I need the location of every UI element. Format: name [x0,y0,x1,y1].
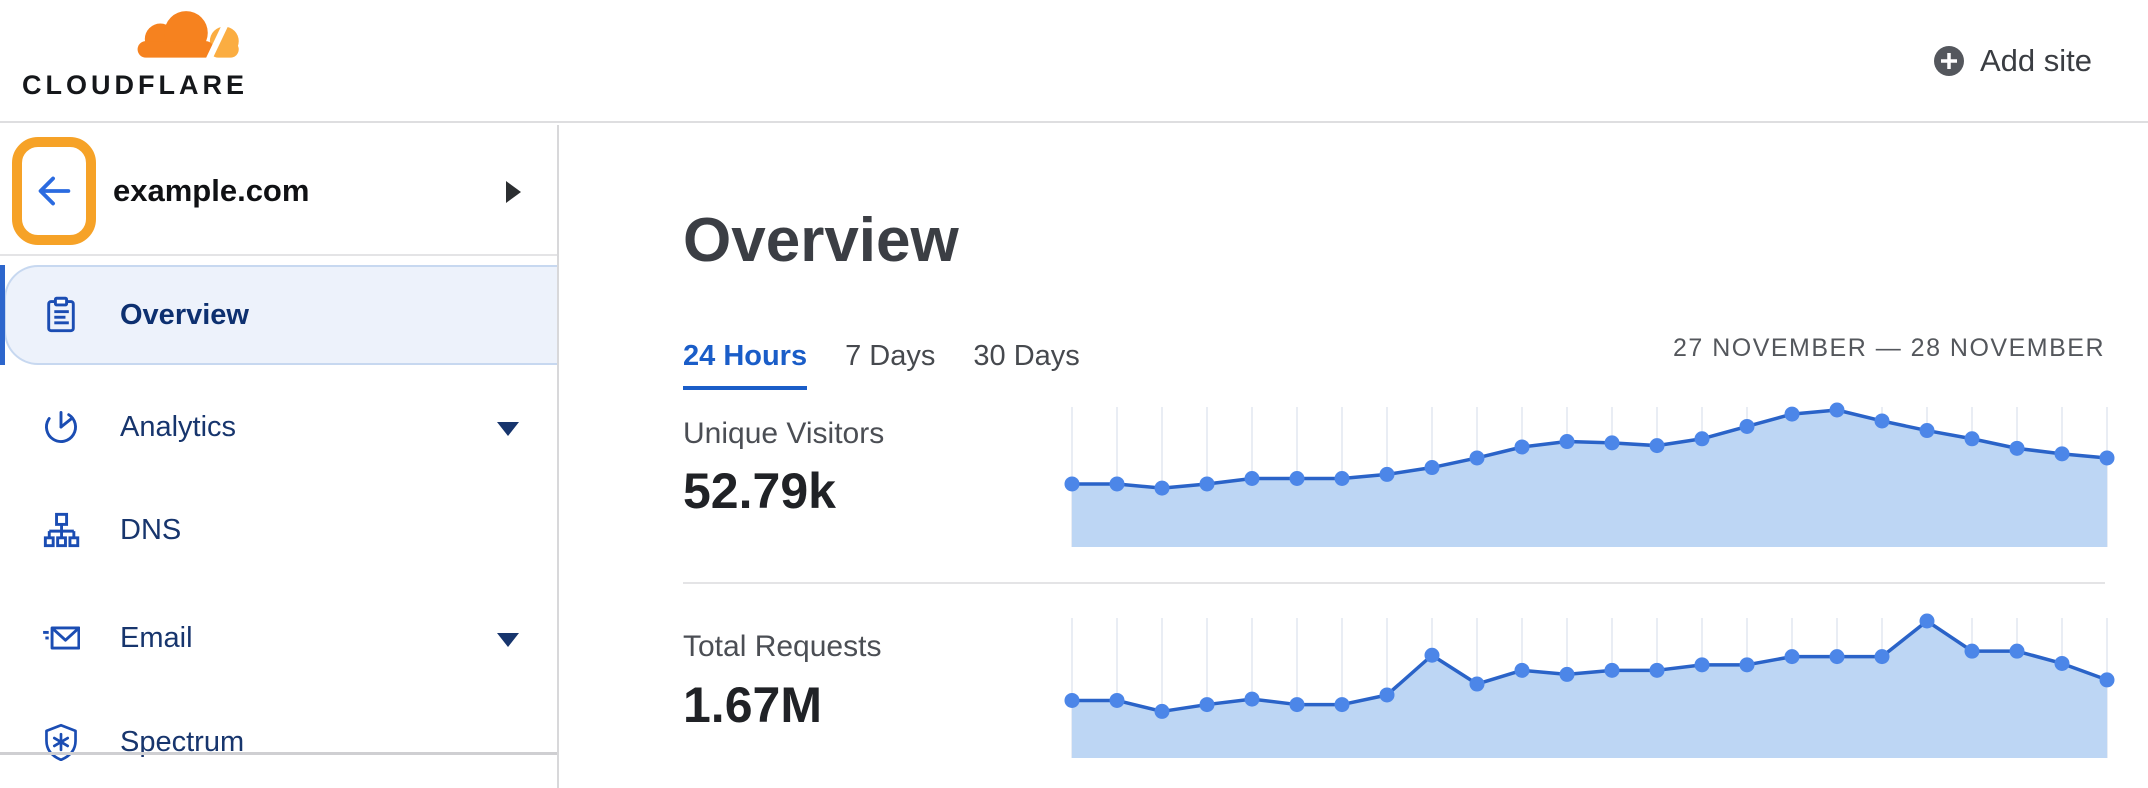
unique-visitors-chart [1064,402,2115,547]
sidebar-item-label: Analytics [120,410,237,443]
active-item-accent-bar [0,265,5,365]
site-selector-row: example.com [0,125,557,256]
tab-7-days[interactable]: 7 Days [845,340,936,372]
cloudflare-logo[interactable]: CLOUDFLARE [22,4,258,116]
time-range-tabs: 24 Hours 7 Days 30 Days [683,340,1080,390]
site-sidebar: example.com Overview Analytics [0,125,559,788]
back-button[interactable] [12,137,96,245]
total-requests-chart [1064,613,2115,758]
sidebar-item-overview[interactable]: Overview [0,265,557,365]
unique-visitors-value: 52.79k [683,463,836,519]
sidebar-item-label: Spectrum [120,725,245,758]
clipboard-icon [47,296,75,333]
sidebar-divider [0,752,557,755]
date-range-label: 27 NOVEMBER — 28 NOVEMBER [1672,334,2105,362]
pie-chart-icon [45,411,77,443]
unique-visitors-label: Unique Visitors [683,417,885,450]
tab-24-hours[interactable]: 24 Hours [683,340,808,390]
chevron-down-icon [497,633,519,647]
metric-row-divider [683,582,2105,584]
top-header: CLOUDFLARE Add site [0,0,2148,123]
sidebar-item-analytics[interactable]: Analytics [0,377,557,477]
tab-30-days[interactable]: 30 Days [973,340,1080,372]
plus-circle-icon [1933,45,1964,76]
total-requests-value: 1.67M [683,677,822,733]
sidebar-item-dns[interactable]: DNS [0,480,557,580]
sidebar-item-label: Overview [120,298,249,331]
add-site-label: Add site [1979,42,2092,78]
sidebar-item-email[interactable]: Email [0,588,557,688]
add-site-button[interactable]: Add site [1933,0,2092,121]
dns-tree-icon [43,512,80,548]
total-requests-label: Total Requests [683,630,882,663]
active-item-background [4,265,557,365]
chevron-down-icon [497,422,519,436]
sidebar-item-label: Email [120,621,193,654]
email-icon [43,626,80,650]
site-name[interactable]: example.com [113,172,310,208]
sidebar-item-label: DNS [120,513,182,546]
shield-icon [45,723,77,761]
cloudflare-cloud-icon [137,11,239,68]
cloudflare-wordmark: CLOUDFLARE [22,70,248,100]
page-title: Overview [683,206,959,275]
chevron-right-icon[interactable] [506,181,521,203]
arrow-left-icon [38,176,71,206]
sidebar-item-spectrum[interactable]: Spectrum [0,692,557,788]
